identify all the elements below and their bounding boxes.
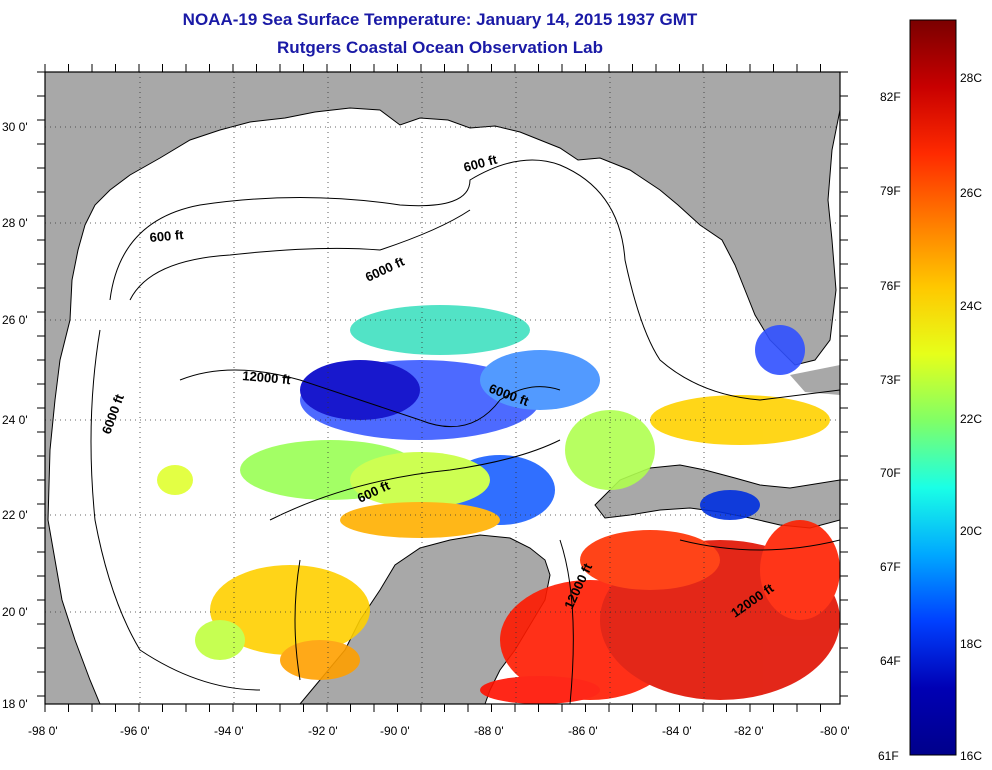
y-tick-label: 20 0' [2, 605, 28, 619]
map-subtitle: Rutgers Coastal Ocean Observation Lab [277, 38, 603, 57]
colorbar-label-f: 76F [880, 279, 901, 293]
colorbar-label-c: 20C [960, 524, 982, 538]
y-tick-label: 26 0' [2, 313, 28, 327]
x-tick-label: -96 0' [120, 724, 150, 738]
x-tick-label: -86 0' [568, 724, 598, 738]
colorbar-label-f: 67F [880, 560, 901, 574]
x-tick-label: -94 0' [214, 724, 244, 738]
tick-marks [37, 64, 848, 712]
colorbar-label-c: 22C [960, 412, 982, 426]
y-tick-label: 24 0' [2, 413, 28, 427]
y-axis-labels: 30 0' 28 0' 26 0' 24 0' 22 0' 20 0' 18 0… [2, 120, 28, 711]
colorbar-fahrenheit-labels: 82F 79F 76F 73F 70F 67F 64F 61F [878, 90, 901, 763]
y-tick-label: 28 0' [2, 216, 28, 230]
colorbar-label-f: 79F [880, 184, 901, 198]
x-tick-label: -88 0' [474, 724, 504, 738]
colorbar-celsius-labels: 28C 26C 24C 22C 20C 18C 16C [960, 71, 982, 763]
map-frame [44, 71, 841, 705]
x-tick-label: -80 0' [820, 724, 850, 738]
colorbar [909, 19, 957, 756]
contour-label: 12000 ft [242, 368, 292, 387]
contour-label: 600 ft [149, 227, 185, 245]
x-tick-label: -82 0' [734, 724, 764, 738]
y-tick-label: 22 0' [2, 508, 28, 522]
colorbar-label-c: 28C [960, 71, 982, 85]
map-title: NOAA-19 Sea Surface Temperature: January… [182, 10, 698, 29]
colorbar-label-f: 70F [880, 466, 901, 480]
x-axis-labels: -98 0' -96 0' -94 0' -92 0' -90 0' -88 0… [28, 724, 850, 738]
x-tick-label: -92 0' [308, 724, 338, 738]
colorbar-label-f: 82F [880, 90, 901, 104]
y-tick-label: 18 0' [2, 697, 28, 711]
colorbar-label-c: 18C [960, 637, 982, 651]
colorbar-label-c: 24C [960, 299, 982, 313]
grid-lines [45, 72, 840, 704]
colorbar-label-c: 16C [960, 749, 982, 763]
land-florida-keys [790, 365, 840, 395]
bathymetry-contours [90, 159, 840, 704]
colorbar-label-c: 26C [960, 186, 982, 200]
y-tick-label: 30 0' [2, 120, 28, 134]
x-tick-label: -90 0' [380, 724, 410, 738]
colorbar-label-f: 73F [880, 373, 901, 387]
x-tick-label: -84 0' [662, 724, 692, 738]
colorbar-label-f: 61F [878, 749, 899, 763]
colorbar-label-f: 64F [880, 654, 901, 668]
x-tick-label: -98 0' [28, 724, 58, 738]
